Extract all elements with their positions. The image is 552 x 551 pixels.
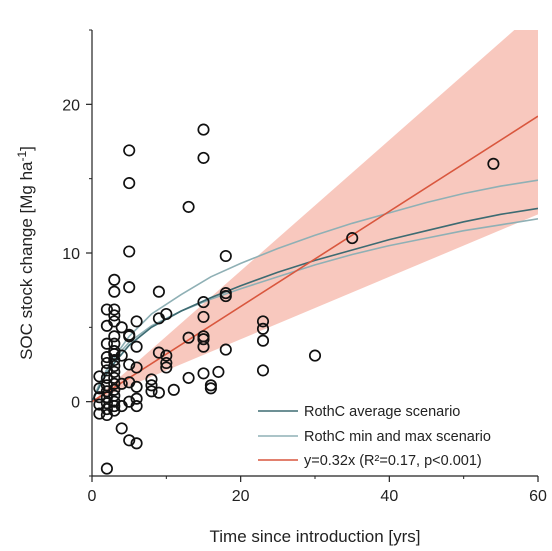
data-point xyxy=(123,281,136,294)
data-point xyxy=(130,361,143,374)
legend-label-avg: RothC average scenario xyxy=(304,404,460,420)
data-point xyxy=(130,437,143,450)
data-point xyxy=(145,379,158,392)
data-point xyxy=(130,340,143,353)
data-point xyxy=(160,361,173,374)
data-point xyxy=(108,353,121,367)
data-point xyxy=(145,373,158,386)
legend-label-minmax: RothC min and max scenario xyxy=(304,429,491,445)
data-point xyxy=(197,151,210,164)
y-axis-title-main: SOC stock change [Mg ha xyxy=(17,161,36,360)
data-point xyxy=(108,377,121,390)
data-point xyxy=(100,319,113,332)
data-point xyxy=(108,330,121,343)
data-point xyxy=(167,383,180,396)
data-point xyxy=(487,157,500,170)
data-point xyxy=(100,356,113,370)
data-point xyxy=(108,371,121,384)
data-point xyxy=(100,385,113,398)
data-point xyxy=(123,434,136,447)
data-point xyxy=(197,310,210,323)
x-axis-title: Time since introduction [yrs] xyxy=(210,527,421,546)
data-point xyxy=(100,391,113,404)
data-point xyxy=(197,296,210,309)
data-point xyxy=(100,408,113,422)
data-point xyxy=(204,382,217,395)
data-point xyxy=(108,400,121,413)
data-point xyxy=(152,346,165,359)
y-axis-title-superscript: -1 xyxy=(15,150,29,161)
data-point xyxy=(152,312,165,325)
data-point xyxy=(160,349,173,362)
legend-label-regression: y=0.32x (R²=0.17, p<0.001) xyxy=(304,453,482,469)
data-point xyxy=(152,386,165,399)
data-point xyxy=(100,379,113,392)
data-point xyxy=(100,462,113,475)
data-point xyxy=(115,422,128,435)
data-point xyxy=(100,371,113,384)
data-point xyxy=(100,364,113,377)
data-point xyxy=(115,321,128,334)
legend: RothC average scenario RothC min and max… xyxy=(258,404,491,469)
data-point xyxy=(219,290,232,303)
data-point xyxy=(123,177,136,190)
data-point xyxy=(256,315,270,328)
data-point xyxy=(100,397,113,410)
data-point xyxy=(182,371,195,384)
data-point xyxy=(219,343,232,356)
data-point xyxy=(160,356,173,370)
data-point xyxy=(108,309,121,322)
data-point xyxy=(123,330,136,343)
data-point xyxy=(182,331,195,344)
data-point xyxy=(130,315,143,328)
data-point xyxy=(130,392,143,405)
data-point xyxy=(256,334,270,347)
x-tick-label: 0 xyxy=(88,488,97,505)
data-point xyxy=(93,382,106,395)
data-point xyxy=(93,407,106,420)
data-point xyxy=(308,349,322,362)
data-point xyxy=(123,376,136,389)
data-point xyxy=(115,377,128,390)
data-point xyxy=(108,273,121,286)
data-point xyxy=(219,249,232,263)
y-tick-label: 10 xyxy=(62,246,80,263)
y-tick-label: 20 xyxy=(62,97,80,114)
x-tick-label: 60 xyxy=(529,488,547,505)
data-point xyxy=(346,232,359,245)
data-point xyxy=(145,385,158,398)
data-point xyxy=(108,285,121,298)
data-point xyxy=(256,322,270,335)
x-tick-label: 20 xyxy=(232,488,250,505)
data-point xyxy=(108,365,121,378)
data-point xyxy=(108,348,121,361)
data-point xyxy=(256,364,270,377)
data-point xyxy=(93,398,106,411)
x-tick-label: 40 xyxy=(380,488,398,505)
data-point xyxy=(108,303,121,316)
data-point xyxy=(123,245,136,258)
data-point xyxy=(93,370,106,383)
data-point xyxy=(182,200,195,213)
data-point xyxy=(93,391,106,404)
data-point xyxy=(212,365,225,378)
data-point xyxy=(100,351,113,364)
data-point xyxy=(100,337,113,350)
y-axis-title: SOC stock change [Mg ha-1] xyxy=(15,146,36,360)
data-point xyxy=(152,285,165,298)
data-point xyxy=(197,123,210,136)
regression-confidence-band xyxy=(92,30,538,402)
data-point xyxy=(123,358,136,371)
data-point xyxy=(197,333,210,346)
y-tick-label: 0 xyxy=(71,395,80,412)
data-point xyxy=(197,340,210,353)
y-axis-title-end: ] xyxy=(17,146,36,151)
regression-line xyxy=(92,115,538,403)
data-point xyxy=(100,303,113,316)
data-point xyxy=(123,144,136,157)
data-point xyxy=(197,367,210,380)
